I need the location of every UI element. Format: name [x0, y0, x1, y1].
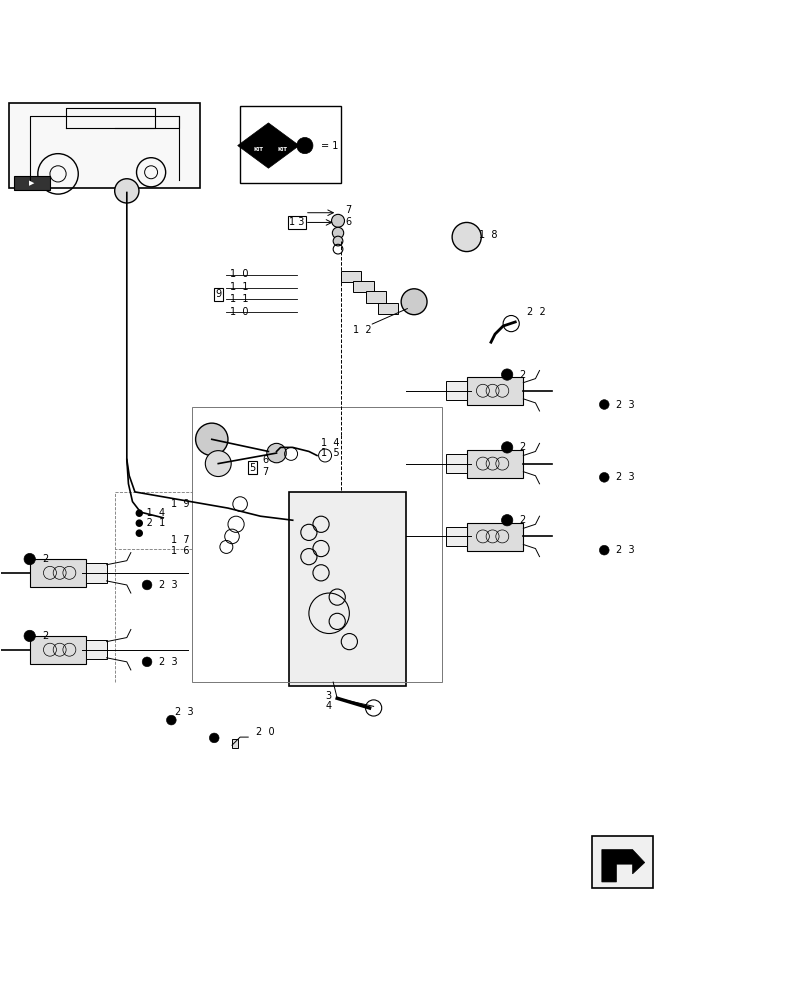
- Circle shape: [599, 400, 608, 409]
- Bar: [288, 492, 406, 686]
- Circle shape: [142, 657, 152, 667]
- Bar: [86, 563, 106, 583]
- Text: 2  0: 2 0: [256, 727, 275, 737]
- Bar: [591, 836, 652, 888]
- Text: 2  2: 2 2: [526, 307, 546, 317]
- Bar: [10, 103, 200, 188]
- Bar: [30, 559, 86, 587]
- Circle shape: [209, 733, 219, 743]
- Circle shape: [401, 289, 427, 315]
- Text: 1  9: 1 9: [171, 499, 190, 509]
- Text: 7: 7: [345, 205, 351, 215]
- Text: 2: 2: [519, 442, 525, 452]
- Circle shape: [331, 214, 344, 227]
- Text: 2: 2: [519, 370, 525, 380]
- Polygon shape: [601, 850, 644, 882]
- Text: 1  8: 1 8: [478, 230, 496, 240]
- Text: 2  3: 2 3: [175, 707, 194, 717]
- Bar: [14, 176, 50, 190]
- Text: 1  2: 1 2: [353, 325, 371, 335]
- Text: 2: 2: [42, 631, 48, 641]
- Text: 6: 6: [345, 217, 351, 227]
- Circle shape: [296, 137, 312, 154]
- Text: KIT: KIT: [253, 147, 264, 152]
- Text: 6: 6: [262, 455, 268, 465]
- Text: ● 1  4: ● 1 4: [135, 508, 165, 518]
- Text: 2  3: 2 3: [616, 400, 634, 410]
- Circle shape: [267, 443, 286, 463]
- Text: ● 2  1: ● 2 1: [135, 518, 165, 528]
- Circle shape: [599, 545, 608, 555]
- Text: ▶: ▶: [28, 180, 34, 186]
- Text: 2  3: 2 3: [159, 580, 178, 590]
- Circle shape: [332, 227, 343, 239]
- Text: 1  6: 1 6: [171, 546, 190, 556]
- Circle shape: [333, 236, 342, 246]
- Text: 1  4: 1 4: [320, 438, 339, 448]
- Bar: [466, 377, 523, 405]
- Text: 1  0: 1 0: [230, 269, 248, 279]
- Circle shape: [114, 179, 139, 203]
- Bar: [466, 450, 523, 478]
- Text: 1  1: 1 1: [230, 282, 248, 292]
- Polygon shape: [238, 123, 298, 168]
- Text: 2  3: 2 3: [159, 657, 178, 667]
- Bar: [446, 454, 466, 473]
- Bar: [191, 407, 442, 682]
- Text: 2: 2: [42, 554, 48, 564]
- Text: 1  7: 1 7: [171, 535, 190, 545]
- Text: 1  5: 1 5: [320, 448, 339, 458]
- Circle shape: [24, 630, 36, 642]
- Circle shape: [501, 515, 513, 526]
- Bar: [353, 281, 373, 292]
- Text: 3: 3: [324, 691, 331, 701]
- Text: ●: ●: [135, 528, 144, 538]
- Circle shape: [205, 451, 231, 477]
- Bar: [466, 523, 523, 551]
- Text: 7: 7: [262, 467, 268, 477]
- Circle shape: [501, 369, 513, 380]
- Bar: [240, 106, 341, 183]
- Circle shape: [501, 442, 513, 453]
- Text: 4: 4: [324, 701, 331, 711]
- Bar: [341, 271, 361, 282]
- Bar: [377, 303, 397, 314]
- Text: 1 3: 1 3: [289, 217, 304, 227]
- Text: 1  0: 1 0: [230, 307, 248, 317]
- Bar: [365, 291, 385, 303]
- Text: 9: 9: [215, 289, 221, 299]
- Bar: [446, 527, 466, 546]
- Circle shape: [195, 423, 228, 455]
- Text: 1  1: 1 1: [230, 294, 248, 304]
- Text: KIT: KIT: [277, 147, 288, 152]
- Circle shape: [599, 472, 608, 482]
- Circle shape: [452, 222, 481, 252]
- Text: = 1: = 1: [320, 141, 338, 151]
- Bar: [232, 739, 238, 748]
- Text: 2  3: 2 3: [616, 545, 634, 555]
- Text: 2  3: 2 3: [616, 472, 634, 482]
- Bar: [86, 640, 106, 659]
- Text: 2: 2: [519, 515, 525, 525]
- Text: 5: 5: [249, 463, 255, 473]
- Bar: [446, 381, 466, 400]
- Circle shape: [166, 715, 176, 725]
- Circle shape: [24, 553, 36, 565]
- Circle shape: [142, 580, 152, 590]
- Bar: [30, 636, 86, 664]
